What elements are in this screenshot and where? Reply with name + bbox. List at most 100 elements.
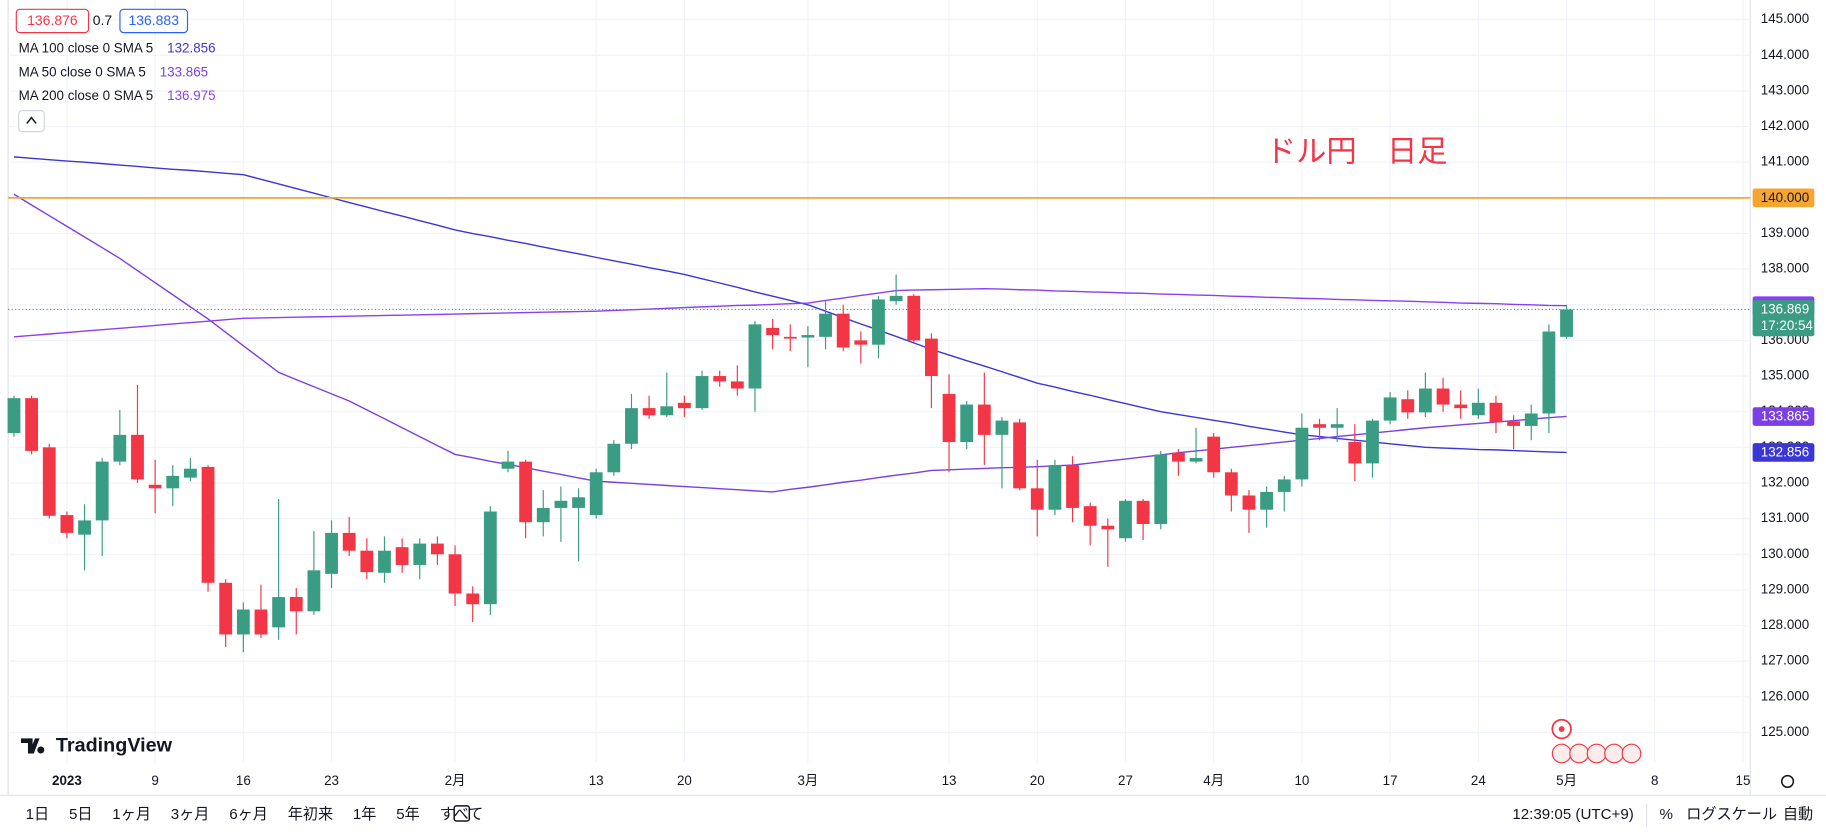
range-button[interactable]: すべて [440, 806, 484, 823]
candle-body [924, 338, 938, 377]
chart-title: ドル円 日足 [1266, 136, 1448, 169]
range-button[interactable]: 1日 [26, 806, 50, 823]
range-button[interactable]: 1年 [353, 806, 377, 823]
candle-body [1454, 404, 1468, 409]
logo: TradingView [56, 735, 173, 757]
y-tick-label: 131.000 [1761, 510, 1809, 525]
candle-body [1154, 454, 1168, 524]
date-range-icon[interactable] [453, 805, 471, 822]
candle-body [907, 295, 921, 341]
y-tick-label: 139.000 [1761, 225, 1809, 240]
candle-body [272, 597, 286, 628]
overlay: 125.000 126.000 127.000 128.000 129.000 130.0… [19, 11, 1815, 788]
candle-body [25, 398, 39, 451]
y-tick-label: 129.000 [1761, 581, 1809, 596]
candle-body [1348, 441, 1362, 464]
candle-body [677, 402, 691, 409]
candle-body [642, 408, 656, 416]
candle-body [131, 434, 144, 480]
candle-body [536, 507, 550, 523]
candle-body [1542, 331, 1556, 414]
candle-body [1366, 420, 1379, 464]
candle-body [1436, 388, 1450, 405]
candle-body [95, 461, 109, 521]
candle-body [801, 335, 815, 338]
range-button[interactable]: 5年 [396, 806, 420, 823]
candle-body [660, 406, 674, 416]
x-tick-label: 20 [677, 773, 692, 788]
x-tick-label: 2月 [445, 773, 466, 788]
candle-body [166, 475, 180, 489]
candle-body [519, 461, 533, 523]
ma-badge [1752, 407, 1815, 426]
candle-body [342, 532, 356, 551]
x-tick-label: 24 [1471, 773, 1486, 788]
candle-body [1066, 465, 1079, 508]
candle-body [1101, 525, 1115, 530]
x-tick-label: 2023 [52, 773, 82, 788]
plot [7, 156, 1751, 653]
range-button[interactable]: 年初来 [288, 806, 333, 823]
range-button[interactable]: 3ヶ月 [171, 806, 210, 823]
candle-body [430, 543, 444, 555]
range-button[interactable]: 6ヶ月 [229, 806, 268, 823]
candle-body [625, 408, 638, 444]
candle-body [1207, 436, 1221, 473]
candle-body [942, 393, 956, 442]
toolbar: 1日 5日 1ヶ月 3ヶ月 6ヶ月 年初来 1年 5年 すべて 12:39:05 (UTC+9)%… [26, 803, 1813, 827]
bid-box[interactable] [15, 8, 90, 34]
x-tick-label: 20 [1030, 773, 1045, 788]
candle-body [1277, 479, 1291, 492]
settings-icon[interactable] [1780, 774, 1795, 788]
auto-button[interactable]: 自動 [1783, 806, 1813, 823]
candle-body [1224, 472, 1238, 496]
percent-button[interactable]: % [1659, 806, 1672, 823]
candle-body [1313, 424, 1326, 428]
candle-body [572, 497, 585, 508]
legend-name[interactable]: MA 50 close 0 SMA 5 [19, 64, 146, 79]
logo-icon [20, 738, 45, 754]
collapse-icon [26, 116, 37, 124]
candle-body [1489, 402, 1503, 423]
y-tick-label: 143.000 [1761, 82, 1809, 97]
x-tick-label: 17 [1383, 773, 1398, 788]
candle-body [501, 461, 515, 469]
candle-body [219, 582, 233, 635]
candle-body [42, 447, 56, 516]
y-tick-label: 138.000 [1761, 261, 1809, 276]
candle-body [254, 609, 268, 635]
countdown: 17:20:54 [1761, 318, 1814, 333]
candle-body [607, 443, 621, 473]
candle-body [448, 554, 462, 594]
candle-body [977, 404, 991, 435]
y-tick-label: 126.000 [1761, 688, 1809, 703]
y-tick-label: 132.000 [1761, 475, 1809, 490]
legend-value: 136.975 [167, 88, 215, 103]
ask-box[interactable] [119, 8, 189, 34]
candle-body [1242, 495, 1256, 510]
collapse-button[interactable] [18, 110, 45, 133]
candle-body [1383, 397, 1397, 421]
candle-body [872, 299, 885, 345]
x-tick-label: 23 [324, 773, 339, 788]
y-tick-label: 142.000 [1761, 118, 1809, 133]
legend-name[interactable]: MA 100 close 0 SMA 5 [19, 40, 154, 55]
candle-body [1030, 488, 1044, 510]
ma-label: 132.856 [1761, 445, 1809, 460]
candle-body [1171, 452, 1185, 462]
y-tick-label: 144.000 [1761, 47, 1809, 62]
legend-name[interactable]: MA 200 close 0 SMA 5 [19, 88, 154, 103]
candle-body [413, 543, 427, 565]
economic-events[interactable] [1551, 743, 1642, 764]
candle-body [1295, 427, 1309, 480]
x-tick-label: 13 [942, 773, 957, 788]
log-button[interactable]: ログスケール [1686, 806, 1777, 823]
candle-body [554, 500, 568, 508]
candle-body [60, 515, 74, 533]
candle-body [113, 434, 127, 462]
range-button[interactable]: 1ヶ月 [112, 806, 151, 823]
candle-body [889, 295, 903, 302]
candle-body [854, 340, 868, 345]
candle-body [1119, 500, 1132, 539]
range-button[interactable]: 5日 [69, 806, 93, 823]
